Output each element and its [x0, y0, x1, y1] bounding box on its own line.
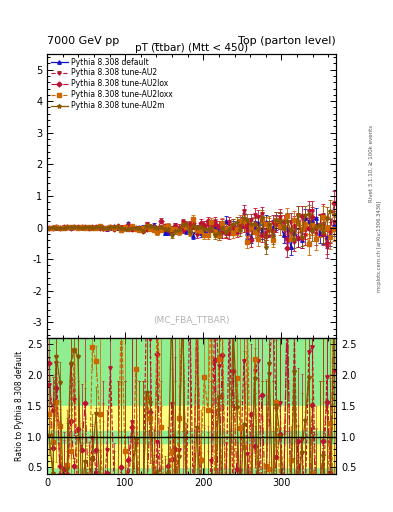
Bar: [47, 406, 336, 467]
Text: Rivet 3.1.10, ≥ 100k events: Rivet 3.1.10, ≥ 100k events: [369, 125, 374, 202]
Bar: [47, 431, 336, 443]
Bar: [47, 338, 336, 474]
Y-axis label: Ratio to Pythia 8.308 default: Ratio to Pythia 8.308 default: [15, 351, 24, 461]
Legend: Pythia 8.308 default, Pythia 8.308 tune-AU2, Pythia 8.308 tune-AU2lox, Pythia 8.: Pythia 8.308 default, Pythia 8.308 tune-…: [50, 56, 174, 112]
Text: mcplots.cern.ch [arXiv:1306.3436]: mcplots.cern.ch [arXiv:1306.3436]: [377, 200, 382, 291]
Title: pT (t̅tbar) (Mtt < 450): pT (t̅tbar) (Mtt < 450): [135, 43, 248, 53]
Text: (MC_FBA_TTBAR): (MC_FBA_TTBAR): [153, 315, 230, 324]
Text: 7000 GeV pp: 7000 GeV pp: [47, 36, 119, 46]
Text: Top (parton level): Top (parton level): [238, 36, 336, 46]
